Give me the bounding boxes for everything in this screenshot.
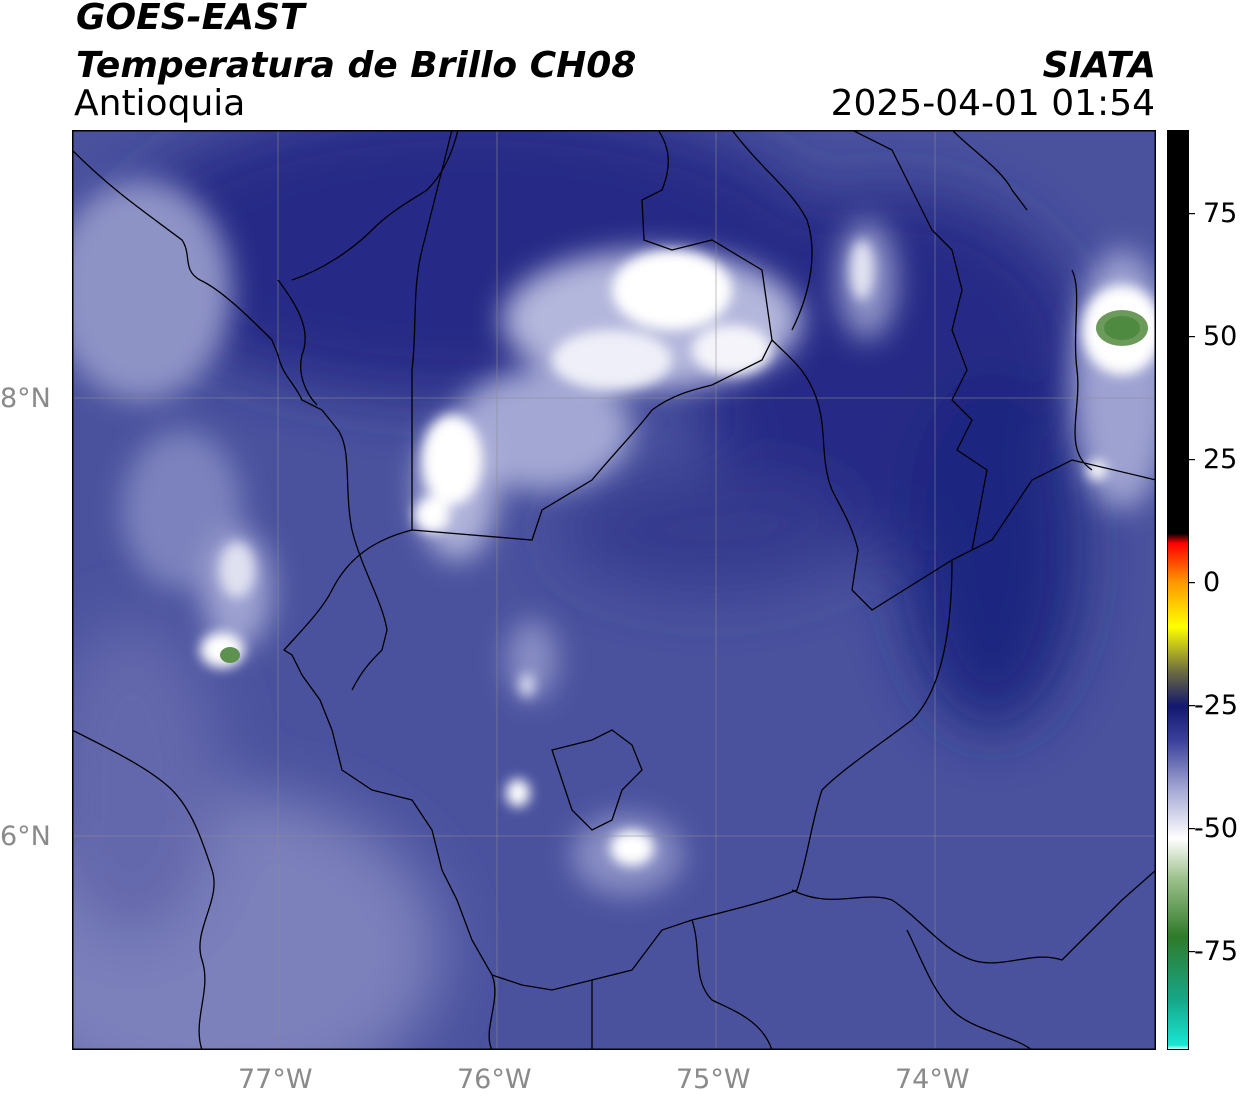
department-border <box>488 974 496 1050</box>
colorbar-tick-label: -50 <box>1194 812 1239 844</box>
department-border <box>731 130 813 331</box>
y-tick-label: 6°N <box>0 821 51 852</box>
x-tick-label: 77°W <box>238 1064 313 1095</box>
colorbar-tick-label: 0 <box>1203 566 1221 598</box>
coastline <box>72 149 388 691</box>
region-label: Antioquia <box>74 83 246 124</box>
colorbar-tick-label: 50 <box>1203 320 1238 352</box>
gulf-of-uraba <box>277 279 318 406</box>
agency-label: SIATA <box>1042 45 1156 86</box>
department-border <box>791 869 1156 964</box>
product-title: Temperatura de Brillo CH08 <box>76 45 637 86</box>
colorbar-tick-label: 25 <box>1203 443 1238 475</box>
department-border <box>906 929 1033 1050</box>
convective-cores <box>220 310 1148 663</box>
cold-cloud-cores <box>200 240 1156 866</box>
brightness-temperature-map <box>72 130 1156 1050</box>
coastline-pacific <box>72 729 215 1050</box>
colorbar-tick-label: 75 <box>1203 197 1238 229</box>
temperature-colorbar <box>1167 130 1195 1050</box>
department-border <box>851 130 988 551</box>
coastline-caribbean <box>291 130 459 281</box>
boundaries <box>72 130 1156 1050</box>
department-border <box>691 919 773 1050</box>
map-frame <box>72 130 1156 1050</box>
department-border <box>951 459 1156 561</box>
y-tick-label: 8°N <box>0 383 51 414</box>
gridlines <box>72 130 1156 1050</box>
antioquia-border <box>282 338 953 991</box>
colorbar-fill <box>1167 130 1189 1050</box>
department-border <box>1071 269 1093 471</box>
timestamp-label: 2025-04-01 01:54 <box>830 83 1155 124</box>
department-border <box>951 130 1028 211</box>
satellite-title: GOES-EAST <box>76 0 305 38</box>
x-tick-label: 75°W <box>676 1064 751 1095</box>
department-border <box>411 130 453 530</box>
colorbar-tick-label: -75 <box>1194 935 1239 967</box>
x-tick-label: 74°W <box>895 1064 970 1095</box>
warm-surface-field <box>72 620 442 1050</box>
x-tick-label: 76°W <box>457 1064 532 1095</box>
colorbar-tick-label: -25 <box>1194 689 1239 721</box>
colorbar-frame <box>1167 130 1189 1050</box>
municipality-cluster <box>551 729 643 831</box>
department-border <box>641 130 773 341</box>
